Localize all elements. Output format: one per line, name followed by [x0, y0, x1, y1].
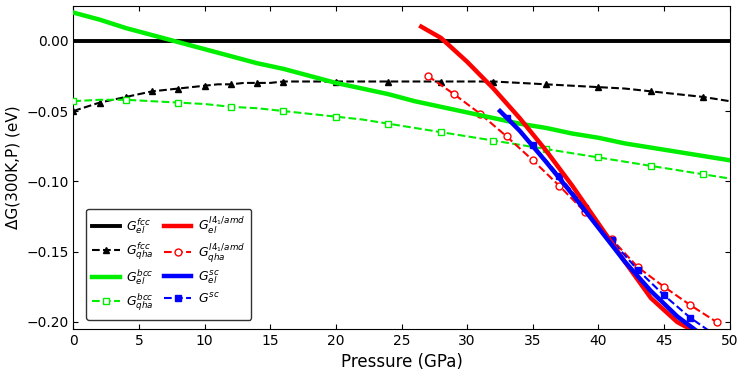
Y-axis label: ΔG(300K,P) (eV): ΔG(300K,P) (eV) [5, 106, 21, 229]
Legend: $G_{el}^{fcc}$, $G_{qha}^{fcc}$, $G_{el}^{bcc}$, $G_{qha}^{bcc}$, $G_{el}^{I4_1/: $G_{el}^{fcc}$, $G_{qha}^{fcc}$, $G_{el}… [86, 208, 251, 320]
X-axis label: Pressure (GPa): Pressure (GPa) [341, 354, 463, 371]
